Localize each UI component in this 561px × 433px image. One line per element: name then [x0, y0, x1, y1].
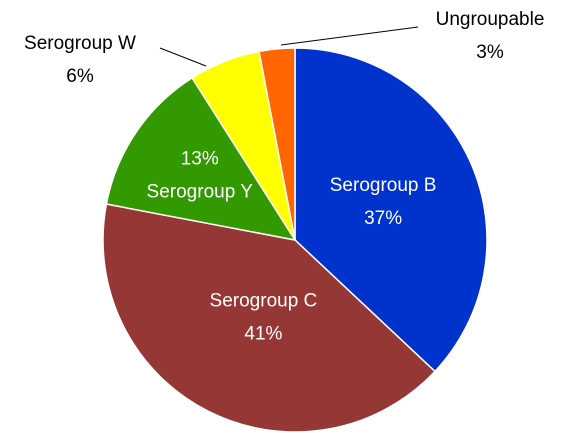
slice-label: Serogroup W [24, 33, 136, 54]
slice-label: Serogroup B [330, 175, 437, 196]
slice-percent: 13% [181, 148, 219, 169]
leader-line [159, 47, 207, 67]
pie-slice [294, 47, 488, 373]
pie-slice [258, 47, 296, 241]
pie-slice [102, 203, 437, 433]
slice-percent: 3% [476, 42, 504, 63]
leader-line [280, 26, 419, 46]
slice-percent: 41% [244, 324, 282, 345]
slice-label: Ungroupable [436, 9, 545, 30]
slice-label: Serogroup Y [147, 181, 254, 202]
slice-label: Serogroup C [210, 291, 318, 312]
pie-slice [105, 76, 297, 242]
slice-percent: 37% [364, 208, 402, 229]
slice-percent: 6% [66, 66, 94, 87]
